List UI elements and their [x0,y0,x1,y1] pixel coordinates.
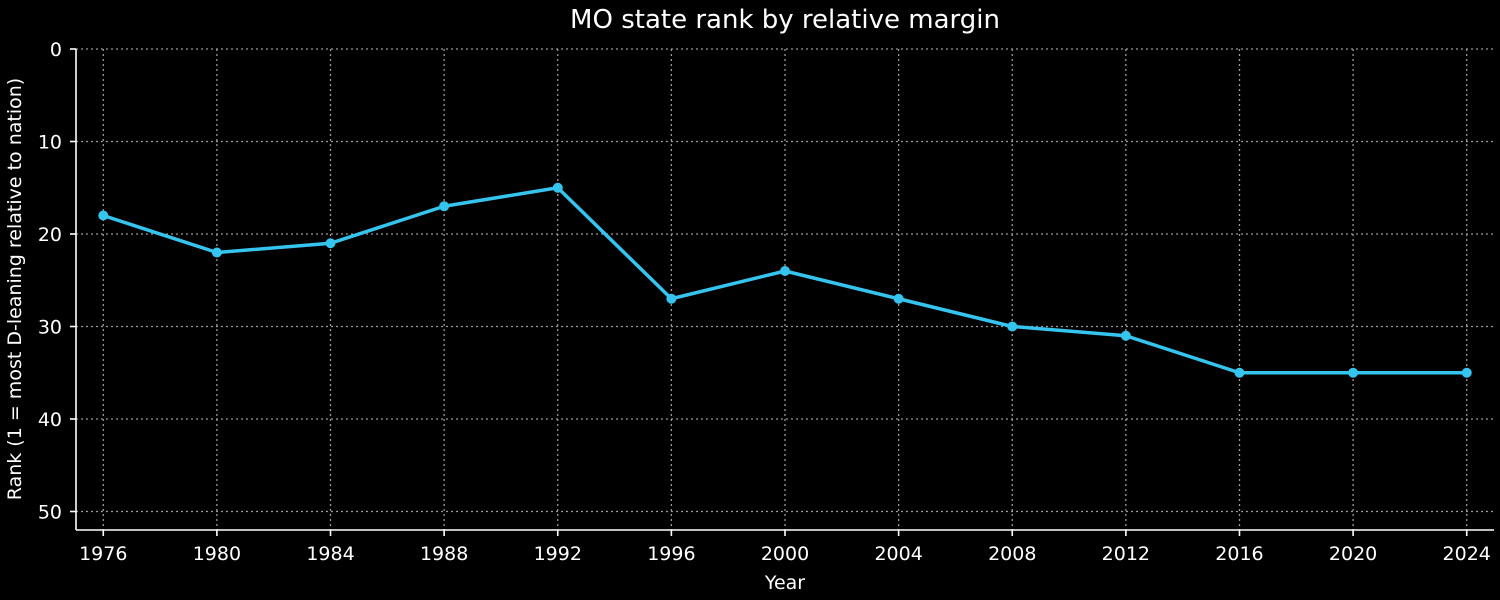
x-tick-label-6: 2000 [761,543,809,565]
data-point-2008 [1007,321,1018,332]
data-point-1988 [439,201,450,212]
y-tick-label-3: 30 [38,317,62,339]
x-tick-label-11: 2020 [1329,543,1377,565]
x-tick-label-8: 2008 [988,543,1036,565]
data-point-2016 [1234,367,1245,378]
y-tick-label-1: 10 [38,132,62,154]
data-point-1980 [211,247,222,258]
data-point-1976 [98,210,109,221]
data-point-1992 [552,182,563,193]
data-point-2000 [780,266,790,276]
y-axis-ticks: 0 10 20 30 40 50 [38,39,76,524]
x-tick-label-7: 2004 [874,543,922,565]
grid-lines [76,48,1494,530]
x-tick-label-5: 1996 [647,543,695,565]
x-tick-label-0: 1976 [79,543,127,565]
data-point-2020 [1348,367,1359,378]
y-tick-label-2: 20 [38,224,62,246]
x-tick-label-3: 1988 [420,543,468,565]
data-point-1984 [325,238,336,249]
x-tick-label-12: 2024 [1443,543,1491,565]
data-point-2004 [893,293,904,304]
data-point-1996 [666,293,677,304]
x-tick-label-4: 1992 [534,543,582,565]
x-tick-label-10: 2016 [1215,543,1263,565]
y-tick-label-0: 0 [50,39,62,61]
x-tick-label-1: 1980 [193,543,241,565]
x-tick-label-2: 1984 [306,543,354,565]
data-point-2012 [1120,330,1131,341]
x-axis-ticks: 1976 1980 1984 1988 1992 1996 2000 2004 2008 2012… [79,530,1491,565]
x-axis-label: Year [764,572,805,594]
chart-title: MO state rank by relative margin [570,5,1000,35]
data-point-2024 [1461,367,1472,378]
y-tick-label-5: 50 [38,502,62,524]
y-tick-label-4: 40 [38,409,62,431]
y-axis-label: Rank (1 = most D-leaning relative to nat… [4,78,26,500]
series-layer [98,182,1472,378]
x-tick-label-9: 2012 [1102,543,1150,565]
